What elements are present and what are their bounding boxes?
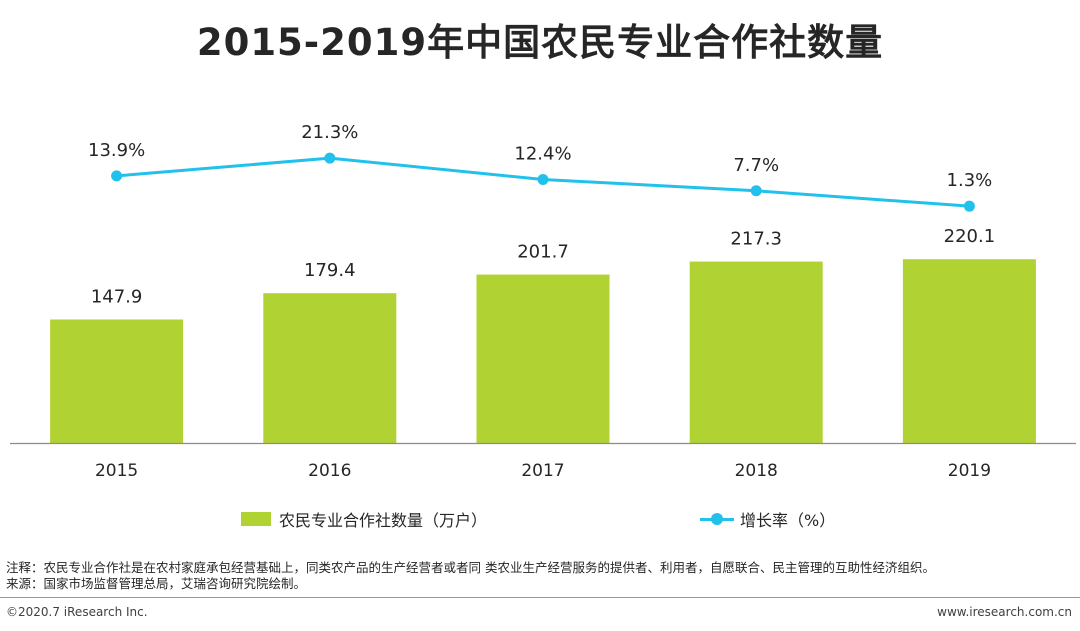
legend-line-swatch <box>700 512 734 526</box>
bar-value-label: 217.3 <box>730 229 782 250</box>
x-tick-label: 2016 <box>308 461 351 481</box>
growth-rate-label: 7.7% <box>733 155 779 176</box>
growth-rate-label: 12.4% <box>514 144 571 165</box>
growth-rate-label: 13.9% <box>88 140 145 161</box>
chart-title: 2015-2019年中国农民专业合作社数量 <box>196 21 884 64</box>
growth-rate-label: 21.3% <box>301 122 358 143</box>
bar-2015 <box>50 319 184 443</box>
bar-2019 <box>902 259 1036 443</box>
source-text: 来源：国家市场监督管理总局，艾瑞咨询研究院绘制。 <box>6 576 307 591</box>
legend-item-bar: 农民专业合作社数量（万户） <box>241 507 487 531</box>
bar-value-label: 179.4 <box>304 260 356 281</box>
bar-value-label: 220.1 <box>944 226 996 247</box>
growth-rate-point <box>111 170 123 182</box>
bar-value-label: 147.9 <box>91 287 143 308</box>
bar-2018 <box>689 261 823 443</box>
growth-rate-point <box>324 152 336 164</box>
note-text: 注释：农民专业合作社是在农村家庭承包经营基础上，同类农产品的生产经营者或者同 类… <box>6 560 935 575</box>
x-tick-label: 2019 <box>948 461 991 481</box>
x-tick-label: 2018 <box>735 461 778 481</box>
growth-rate-point <box>963 200 975 212</box>
bar-value-label: 201.7 <box>517 242 569 263</box>
legend-bar-swatch <box>241 512 271 526</box>
legend-bar-label: 农民专业合作社数量（万户） <box>279 511 488 530</box>
chart-canvas: 147.9 2015 179.4 2016 201.7 2017 217.3 2018 220.… <box>10 122 1076 481</box>
bar-2017 <box>476 274 610 443</box>
footer-website: www.iresearch.com.cn <box>937 605 1072 619</box>
growth-rate-point <box>537 174 549 186</box>
footer-copyright: ©2020.7 iResearch Inc. <box>6 605 148 619</box>
growth-rate-label: 1.3% <box>947 170 993 191</box>
growth-rate-point <box>750 185 762 197</box>
footer-divider <box>0 597 1080 598</box>
notes-block: 注释：农民专业合作社是在农村家庭承包经营基础上，同类农产品的生产经营者或者同 类… <box>6 560 935 592</box>
legend-line-label: 增长率（%） <box>740 511 836 530</box>
x-tick-label: 2017 <box>521 461 564 481</box>
legend-item-line: 增长率（%） <box>700 507 835 531</box>
bar-2016 <box>263 293 397 443</box>
x-tick-label: 2015 <box>95 461 138 481</box>
